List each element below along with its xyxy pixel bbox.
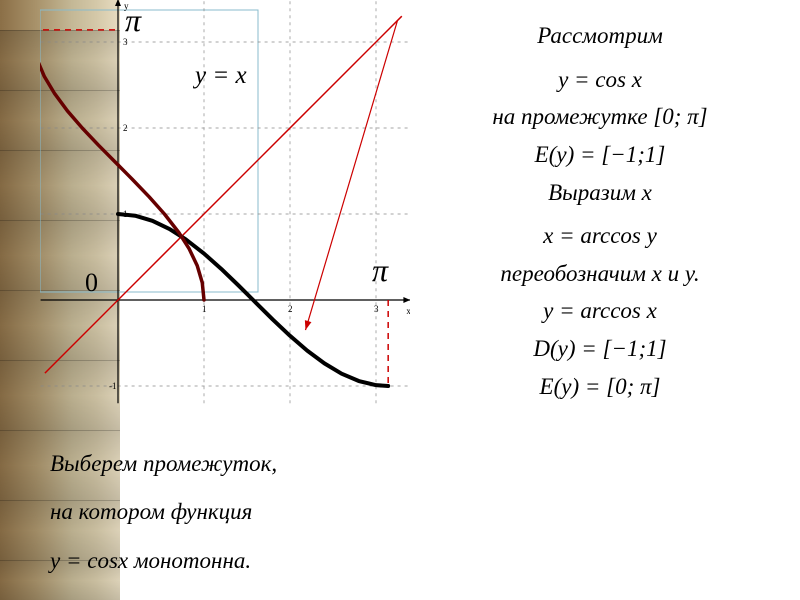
right-line-6: переобозначим x и y.	[410, 256, 790, 292]
right-line-1: y = cos x	[410, 62, 790, 98]
svg-text:3: 3	[374, 304, 379, 314]
right-line-4: Выразим x	[410, 175, 790, 211]
origin-label: 0	[85, 268, 98, 298]
right-line-8: D(y) = [−1;1]	[410, 331, 790, 367]
right-line-7: y = arccos x	[410, 293, 790, 329]
yx-line-label: y = x	[195, 62, 247, 90]
bottom-line-2: y = cosx монотонна.	[50, 537, 410, 585]
svg-text:1: 1	[202, 304, 207, 314]
right-line-0: Рассмотрим	[410, 18, 790, 54]
right-line-3: E(y) = [−1;1]	[410, 137, 790, 173]
svg-text:2: 2	[123, 123, 128, 133]
pi-right-label: π	[372, 252, 388, 289]
bottom-line-0: Выберем промежуток,	[50, 440, 410, 488]
right-line-9: E(y) = [0; π]	[410, 369, 790, 405]
explanation-right: Рассмотримy = cos xна промежутке [0; π]E…	[410, 18, 790, 406]
svg-text:-1: -1	[109, 381, 117, 391]
explanation-bottom: Выберем промежуток,на котором функцияy =…	[50, 440, 410, 585]
right-line-2: на промежутке [0; π]	[410, 99, 790, 135]
bottom-line-1: на котором функция	[50, 488, 410, 536]
right-line-5: x = arccos y	[410, 218, 790, 254]
pi-top-label: π	[125, 2, 141, 39]
svg-text:2: 2	[288, 304, 293, 314]
